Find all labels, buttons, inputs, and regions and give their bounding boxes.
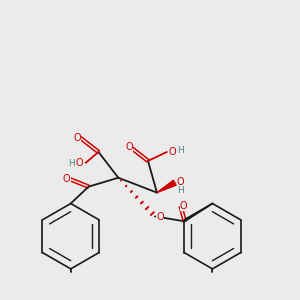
- Text: H: H: [177, 186, 184, 195]
- Polygon shape: [157, 180, 176, 193]
- Text: O: O: [169, 147, 177, 157]
- Text: H: H: [68, 159, 75, 168]
- Text: O: O: [74, 133, 82, 143]
- Text: H: H: [177, 146, 184, 155]
- Text: O: O: [125, 142, 133, 152]
- Text: O: O: [156, 212, 164, 222]
- Text: O: O: [63, 174, 70, 184]
- Text: O: O: [76, 158, 83, 168]
- Text: O: O: [177, 177, 184, 187]
- Text: O: O: [180, 202, 188, 212]
